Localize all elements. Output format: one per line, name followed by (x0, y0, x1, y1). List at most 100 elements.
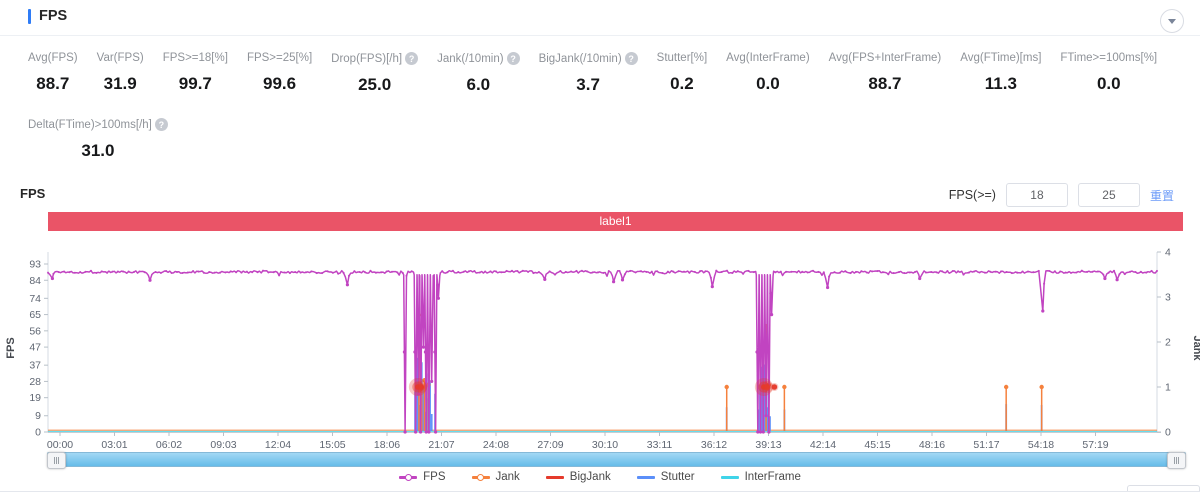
stat-value: 88.7 (36, 74, 70, 93)
panel-header: FPS (28, 8, 67, 24)
svg-text:37: 37 (29, 360, 41, 372)
legend-label: FPS (423, 471, 446, 483)
svg-text:12:04: 12:04 (265, 439, 291, 451)
svg-text:57:19: 57:19 (1082, 439, 1108, 451)
svg-text:19: 19 (29, 392, 41, 404)
svg-text:24:08: 24:08 (483, 439, 509, 451)
svg-text:21:07: 21:07 (428, 439, 454, 451)
svg-text:48:16: 48:16 (919, 439, 945, 451)
collapse-button[interactable] (1160, 9, 1184, 33)
stat-drop-fps-h-: Drop(FPS)[/h]? 25.0 (331, 52, 419, 95)
stat-label: Avg(FTime)[ms] (960, 52, 1042, 64)
stat-value: 25.0 (358, 75, 392, 94)
stat-value: 0.0 (756, 74, 780, 93)
svg-text:09:03: 09:03 (210, 439, 236, 451)
stat-label: Avg(FPS+InterFrame) (828, 52, 942, 64)
legend-label: InterFrame (744, 471, 801, 483)
svg-text:06:02: 06:02 (156, 439, 182, 451)
stat-value: 6.0 (466, 75, 491, 94)
legend-item-bigjank[interactable]: BigJank (545, 471, 611, 483)
legend-marker-icon (720, 473, 739, 481)
svg-text:0: 0 (35, 427, 41, 439)
fps-threshold-input-2[interactable] (1077, 183, 1140, 207)
datazoom-right-handle[interactable] (1167, 452, 1186, 469)
chart-legend: FPS Jank BigJank Stutter InterFrame (0, 468, 1200, 486)
jank-series (416, 312, 1044, 431)
stat-label: Delta(FTime)>100ms[/h]? (28, 118, 168, 131)
stat-stutter-: Stutter[%] 0.2 (657, 52, 708, 95)
stat-value: 99.7 (178, 74, 212, 93)
svg-text:30:10: 30:10 (592, 439, 618, 451)
chart-title: FPS (20, 186, 46, 201)
svg-text:Jank: Jank (1191, 335, 1200, 361)
svg-text:18:06: 18:06 (374, 439, 400, 451)
legend-label: BigJank (569, 471, 611, 483)
stat-delta-ftime-100ms-h-: Delta(FTime)>100ms[/h]? 31.0 (28, 118, 168, 161)
legend-item-interframe[interactable]: InterFrame (720, 471, 801, 483)
stat-avg-fps-interframe-: Avg(FPS+InterFrame) 88.7 (829, 52, 942, 95)
stat-fps-25-: FPS>=25[%] 99.6 (247, 52, 312, 95)
legend-item-stutter[interactable]: Stutter (636, 471, 695, 483)
svg-text:42:14: 42:14 (810, 439, 836, 451)
legend-item-jank[interactable]: Jank (471, 471, 520, 483)
legend-marker-icon (399, 473, 418, 481)
chart-threshold-controls: FPS(>=) 重置 (949, 183, 1174, 207)
bigjank-series (408, 378, 779, 396)
fps-threshold-input-1[interactable] (1005, 183, 1068, 207)
svg-text:03:01: 03:01 (101, 439, 127, 451)
svg-text:54:18: 54:18 (1028, 439, 1054, 451)
datazoom-scrollbar[interactable] (47, 452, 1186, 469)
title-accent-bar (28, 8, 31, 24)
svg-text:33:11: 33:11 (647, 439, 673, 451)
svg-text:36:12: 36:12 (701, 439, 727, 451)
stat-avg-fps-: Avg(FPS) 88.7 (28, 52, 78, 95)
stat-label: BigJank(/10min)? (539, 52, 638, 65)
datazoom-left-handle[interactable] (47, 452, 66, 469)
panel-title: FPS (39, 8, 68, 24)
stats-row-2: Delta(FTime)>100ms[/h]? 31.0 (28, 118, 168, 161)
help-icon[interactable]: ? (624, 52, 638, 65)
stat-label: Avg(InterFrame) (726, 52, 810, 64)
svg-text:45:15: 45:15 (864, 439, 890, 451)
stat-label: Jank(/10min)? (437, 52, 520, 65)
stat-fps-18-: FPS>=18[%] 99.7 (163, 52, 228, 95)
stat-value: 31.0 (81, 141, 115, 160)
help-icon[interactable]: ? (154, 118, 168, 131)
stat-ftime-100ms-: FTime>=100ms[%] 0.0 (1060, 52, 1157, 95)
stat-label: FPS>=18[%] (162, 52, 228, 64)
legend-item-fps[interactable]: FPS (399, 471, 446, 483)
stat-bigjank-10min-: BigJank(/10min)? 3.7 (539, 52, 638, 95)
svg-text:15:05: 15:05 (319, 439, 345, 451)
stat-value: 11.3 (984, 74, 1017, 93)
caret-down-icon (1168, 18, 1176, 28)
legend-marker-icon (545, 473, 564, 481)
svg-text:1: 1 (1165, 382, 1171, 394)
legend-marker-icon (636, 473, 655, 481)
stat-label: Drop(FPS)[/h]? (331, 52, 419, 65)
svg-text:00:00: 00:00 (47, 439, 73, 451)
svg-text:3: 3 (1165, 292, 1171, 304)
help-icon[interactable]: ? (405, 52, 419, 65)
threshold-reset-link[interactable]: 重置 (1149, 188, 1174, 203)
help-icon[interactable]: ? (506, 52, 520, 65)
label-banner: label1 (48, 212, 1183, 231)
stat-avg-interframe-: Avg(InterFrame) 0.0 (726, 52, 810, 95)
stat-value: 99.6 (263, 74, 297, 93)
stat-label: Stutter[%] (656, 52, 708, 64)
legend-label: Stutter (660, 471, 695, 483)
svg-text:56: 56 (29, 325, 41, 337)
svg-text:9: 9 (35, 410, 41, 422)
fps-jank-chart[interactable]: 0 9 19 28 37 47 56 65 74 84 93 0 1 2 3 4 FPS Jank 00:00 03:… (0, 243, 1200, 452)
svg-text:2: 2 (1165, 337, 1171, 349)
svg-text:93: 93 (29, 259, 41, 271)
stat-avg-ftime-ms-: Avg(FTime)[ms] 11.3 (960, 52, 1041, 95)
svg-text:51:17: 51:17 (973, 439, 999, 451)
svg-text:0: 0 (1165, 427, 1171, 439)
stat-label: Var(FPS) (96, 52, 144, 64)
stat-var-fps-: Var(FPS) 31.9 (97, 52, 144, 95)
svg-text:28: 28 (29, 376, 41, 388)
svg-text:27:09: 27:09 (537, 439, 563, 451)
svg-text:65: 65 (29, 309, 41, 321)
svg-text:4: 4 (1165, 247, 1171, 259)
